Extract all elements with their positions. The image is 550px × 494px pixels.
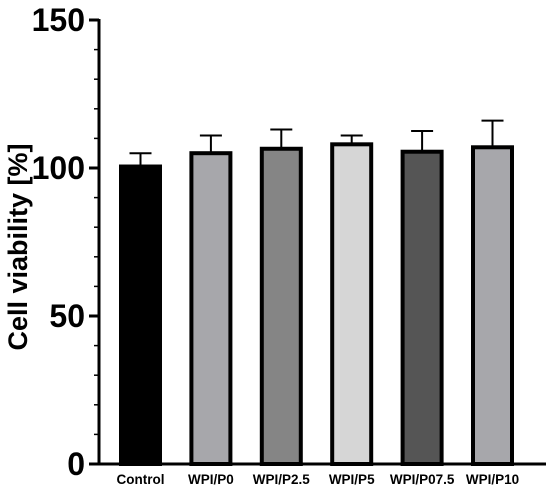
y-tick-label: 100 (32, 150, 85, 186)
y-axis-title: Cell viability [%] (3, 143, 33, 350)
y-tick-label: 50 (49, 298, 85, 334)
x-tick-label: Control (117, 472, 165, 487)
bar-5 (400, 149, 444, 466)
x-tick-label: WPI/P2.5 (253, 472, 311, 487)
plot-area: Control WPI/P0 WPI/P2.5 WPI/P5 WPI/P07.5 WPI/… (32, 2, 546, 487)
y-tick-label: 0 (67, 446, 85, 482)
x-tick-label: WPI/P07.5 (390, 472, 455, 487)
bar-2 (189, 151, 233, 466)
x-tick-label: WPI/P5 (329, 472, 375, 487)
bar-6 (471, 145, 514, 466)
bar-3 (259, 146, 303, 466)
bar-1 (119, 164, 162, 467)
bar-4 (330, 142, 374, 466)
x-tick-label: WPI/P10 (466, 472, 519, 487)
x-tick-label: WPI/P0 (188, 472, 234, 487)
y-tick-label: 150 (32, 2, 85, 38)
